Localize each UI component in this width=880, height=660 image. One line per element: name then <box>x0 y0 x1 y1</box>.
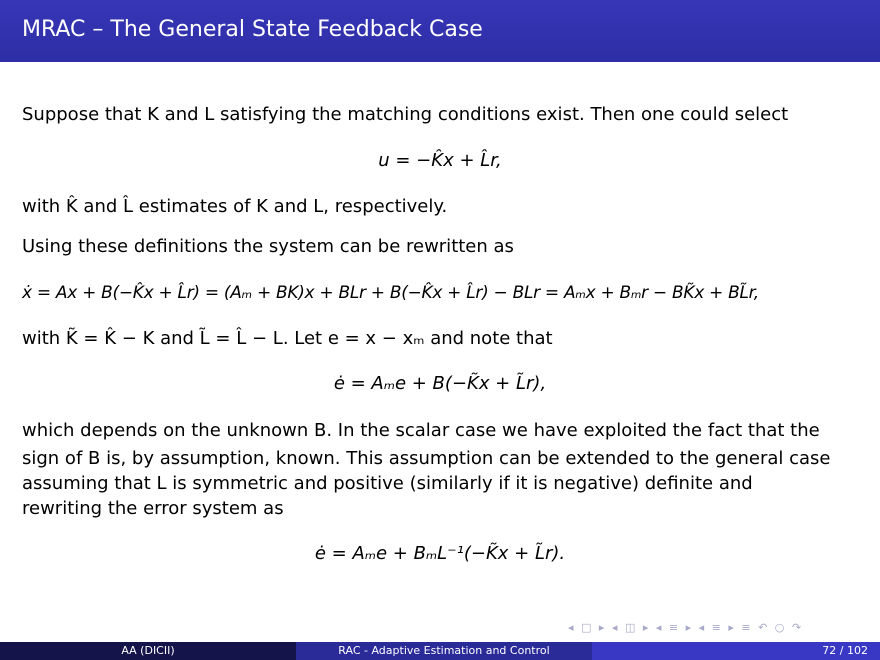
equation-error: ė = Aₘe + B(−K̃x + L̃r), <box>333 373 547 394</box>
equation-system: ẋ = Ax + B(−K̂x + L̂r) = (Aₘ + BK)x + BL… <box>22 283 759 303</box>
footer-author: AA (DICII) <box>0 642 296 660</box>
footer-page-number: 72 / 102 <box>592 642 880 660</box>
text-line: which depends on the unknown B. In the s… <box>22 420 820 441</box>
text-line: assuming that L is symmetric and positiv… <box>22 473 753 494</box>
text-line: with K̂ and L̂ estimates of K and L, res… <box>22 196 448 217</box>
frame-title: MRAC – The General State Feedback Case <box>22 17 483 42</box>
text-line: rewriting the error system as <box>22 498 284 519</box>
beamer-navigation-icons[interactable]: ◂ □ ▸ ◂ ◫ ▸ ◂ ≡ ▸ ◂ ≡ ▸ ≡ ↶ ○ ↷ <box>568 621 804 634</box>
footer: AA (DICII) RAC - Adaptive Estimation and… <box>0 642 880 660</box>
text-line: sign of B is, by assumption, known. This… <box>22 448 831 469</box>
text-line: Suppose that K and L satisfying the matc… <box>22 104 789 125</box>
text-line: Using these definitions the system can b… <box>22 236 514 257</box>
text-line: with K̃ = K̂ − K and L̃ = L̂ − L. Let e … <box>22 328 553 349</box>
equation-error-rewritten: ė = Aₘe + BₘL⁻¹(−K̃x + L̃r). <box>314 543 566 564</box>
equation-control-law: u = −K̂x + L̂r, <box>378 150 502 171</box>
frame-title-bar: MRAC – The General State Feedback Case <box>0 0 880 62</box>
footer-title: RAC - Adaptive Estimation and Control <box>296 642 592 660</box>
